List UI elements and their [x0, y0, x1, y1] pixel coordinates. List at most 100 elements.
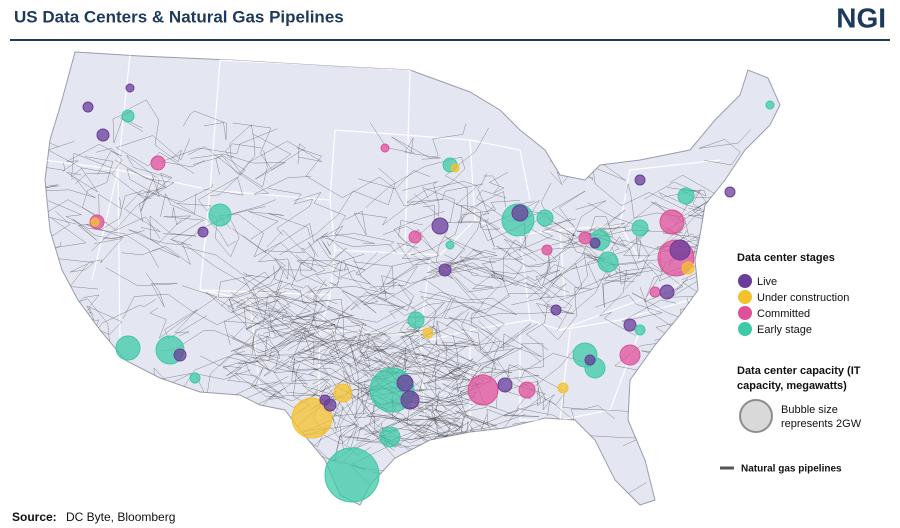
capacity-title-line: capacity, megawatts) [737, 380, 847, 392]
pipeline [712, 209, 774, 279]
pipeline [658, 190, 703, 239]
data-center-bubble [197, 226, 209, 238]
pipeline [268, 287, 340, 366]
pipeline [227, 296, 338, 352]
pipeline [230, 308, 294, 352]
pipeline [323, 416, 465, 446]
legend-swatch [738, 274, 752, 288]
data-center-bubble [578, 231, 592, 245]
pipeline [181, 246, 270, 307]
source-text: DC Byte, Bloomberg [66, 510, 175, 524]
pipeline [709, 194, 780, 236]
pipeline [381, 347, 434, 403]
pipeline [231, 280, 326, 319]
data-center-bubble [589, 237, 601, 249]
pipeline [225, 356, 270, 377]
pipeline [589, 227, 651, 252]
pipeline [540, 287, 593, 341]
pipeline [258, 265, 331, 321]
data-center-bubble [541, 244, 553, 256]
pipeline [399, 302, 474, 380]
data-center-bubble [634, 324, 646, 336]
pipeline [356, 316, 424, 346]
data-center-bubble [408, 230, 422, 244]
pipeline [242, 277, 350, 360]
pipeline [427, 444, 506, 482]
pipeline [373, 404, 463, 430]
data-center-bubble [634, 174, 646, 186]
pipeline [263, 359, 318, 377]
pipeline [382, 225, 453, 279]
pipeline [296, 147, 396, 198]
pipeline [308, 357, 351, 385]
pipeline [248, 211, 311, 240]
pipeline [518, 217, 572, 251]
legend-label: Under construction [757, 292, 849, 304]
pipeline [246, 314, 315, 376]
legend: Data center stages Live Under constructio… [720, 252, 862, 475]
pipeline [445, 316, 493, 363]
pipeline [333, 413, 397, 452]
legend-label: Committed [757, 308, 810, 320]
pipeline [492, 459, 531, 495]
pipeline [619, 239, 699, 260]
pipeline [242, 232, 327, 282]
data-center-bubble [681, 261, 695, 275]
pipeline [427, 360, 485, 403]
pipeline [387, 302, 446, 334]
pipeline [355, 228, 434, 276]
data-center-bubble [511, 204, 529, 222]
data-center-bubble [467, 374, 499, 406]
data-center-bubble [150, 155, 166, 171]
pipeline [257, 222, 329, 280]
data-center-bubble [649, 286, 661, 298]
pipeline [546, 232, 605, 299]
data-center-bubble [438, 263, 452, 277]
size-key-note: represents 2GW [781, 418, 862, 430]
data-center-bubble [407, 311, 425, 329]
pipeline [288, 327, 328, 376]
pipeline [225, 143, 268, 188]
pipeline [260, 377, 332, 408]
pipeline [316, 238, 366, 272]
pipeline [230, 291, 288, 317]
pipeline [625, 183, 689, 237]
pipeline [336, 283, 415, 323]
pipeline [512, 421, 591, 457]
pipeline [229, 124, 256, 176]
data-center-bubble [125, 83, 135, 93]
pipeline [183, 110, 227, 140]
pipeline [160, 128, 278, 168]
pipeline [126, 168, 168, 200]
pipeline [383, 249, 496, 302]
pipeline [105, 267, 178, 308]
pipeline [209, 154, 246, 197]
pipeline [432, 337, 497, 393]
pipeline [504, 376, 547, 417]
data-center-bubble [724, 186, 736, 198]
pipeline [459, 239, 546, 280]
pipeline [410, 205, 498, 256]
pipeline [129, 99, 182, 163]
pipeline [328, 332, 454, 368]
legend-swatch [738, 306, 752, 320]
pipeline [229, 328, 298, 354]
pipeline [82, 156, 116, 252]
pipeline [393, 205, 445, 246]
title: US Data Centers & Natural Gas Pipelines [14, 7, 344, 26]
legend-label: Early stage [757, 324, 812, 336]
pipeline [419, 291, 500, 351]
pipeline [511, 269, 608, 314]
pipeline [217, 275, 284, 339]
pipeline [345, 201, 415, 236]
pipeline [412, 439, 496, 470]
legend-swatch [738, 290, 752, 304]
pipeline [639, 271, 717, 335]
pipeline [541, 218, 635, 283]
pipeline [391, 123, 467, 159]
pipeline [302, 301, 387, 363]
legend-swatch [738, 322, 752, 336]
data-center-bubble [115, 335, 141, 361]
legend-label: Live [757, 276, 777, 288]
pipeline [365, 156, 466, 208]
